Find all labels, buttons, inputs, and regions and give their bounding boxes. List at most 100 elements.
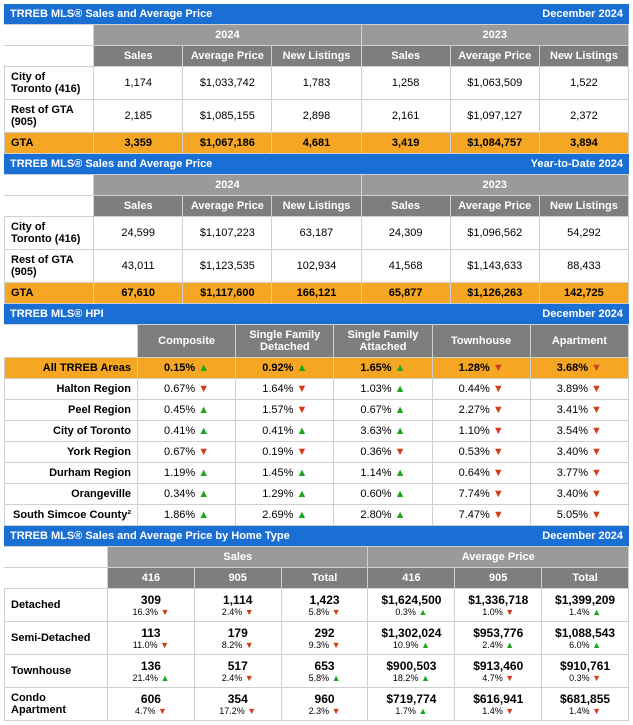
data-cell: 0.67% ▼ bbox=[138, 442, 236, 463]
data-cell: 24,599 bbox=[94, 217, 183, 250]
data-cell: 0.41% ▲ bbox=[236, 421, 334, 442]
col-apartment: Apartment bbox=[530, 325, 628, 358]
group-sales: Sales bbox=[108, 547, 368, 568]
data-cell: 3.41% ▼ bbox=[530, 400, 628, 421]
period-t2: Year-to-Date 2024 bbox=[531, 158, 623, 170]
row-label: Peel Region bbox=[5, 400, 138, 421]
table-row: Orangeville0.34% ▲1.29% ▲0.60% ▲7.74% ▼3… bbox=[5, 484, 629, 505]
data-cell: $1,067,186 bbox=[183, 133, 272, 154]
data-cell: $1,033,742 bbox=[183, 67, 272, 100]
col-new-listings: New Listings bbox=[272, 46, 361, 67]
corner-blank bbox=[5, 25, 94, 46]
row-label: All TRREB Areas bbox=[5, 358, 138, 379]
col-header-row: Sales Average Price New Listings Sales A… bbox=[5, 196, 629, 217]
row-label: Orangeville bbox=[5, 484, 138, 505]
title-bar-t2: TRREB MLS® Sales and Average Price Year-… bbox=[4, 154, 629, 174]
data-cell: $719,7741.7% ▲ bbox=[368, 688, 455, 721]
table-row: City of Toronto (416)1,174$1,033,7421,78… bbox=[5, 67, 629, 100]
col-avg-price: Average Price bbox=[183, 46, 272, 67]
data-cell: $1,117,600 bbox=[183, 283, 272, 304]
row-label: City of Toronto (416) bbox=[5, 217, 94, 250]
data-cell: 30916.3% ▼ bbox=[108, 589, 195, 622]
data-cell: 2,372 bbox=[539, 100, 628, 133]
data-cell: 3.68% ▼ bbox=[530, 358, 628, 379]
data-cell: 1.65% ▲ bbox=[334, 358, 432, 379]
row-label: GTA bbox=[5, 133, 94, 154]
col-townhouse: Townhouse bbox=[432, 325, 530, 358]
data-cell: 2,898 bbox=[272, 100, 361, 133]
row-label: South Simcoe County² bbox=[5, 505, 138, 526]
col-sales: Sales bbox=[361, 46, 450, 67]
table-sales-dec: 2024 2023 Sales Average Price New Listin… bbox=[4, 24, 629, 154]
row-label: GTA bbox=[5, 283, 94, 304]
year-2024: 2024 bbox=[94, 25, 361, 46]
data-cell: 1,783 bbox=[272, 67, 361, 100]
table-sales-ytd: 2024 2023 Sales Average Price New Listin… bbox=[4, 174, 629, 304]
table-hpi: Composite Single Family Detached Single … bbox=[4, 324, 629, 526]
data-cell: 0.44% ▼ bbox=[432, 379, 530, 400]
data-cell: 1.86% ▲ bbox=[138, 505, 236, 526]
data-cell: 7.74% ▼ bbox=[432, 484, 530, 505]
data-cell: $1,085,155 bbox=[183, 100, 272, 133]
data-cell: 0.36% ▼ bbox=[334, 442, 432, 463]
data-cell: 1.10% ▼ bbox=[432, 421, 530, 442]
data-cell: $953,7762.4% ▲ bbox=[455, 622, 542, 655]
data-cell: 0.67% ▲ bbox=[334, 400, 432, 421]
data-cell: $1,097,127 bbox=[450, 100, 539, 133]
table-home-type: Sales Average Price 416 905 Total 416 90… bbox=[4, 546, 629, 721]
data-cell: 3,359 bbox=[94, 133, 183, 154]
row-label: Condo Apartment bbox=[5, 688, 108, 721]
col-416: 416 bbox=[368, 568, 455, 589]
data-cell: 0.34% ▲ bbox=[138, 484, 236, 505]
data-cell: 3.54% ▼ bbox=[530, 421, 628, 442]
corner-blank bbox=[5, 547, 108, 568]
title-t1: TRREB MLS® Sales and Average Price bbox=[10, 8, 212, 20]
data-cell: $1,084,757 bbox=[450, 133, 539, 154]
title-bar-hpi: TRREB MLS® HPI December 2024 bbox=[4, 304, 629, 324]
data-cell: 1.14% ▲ bbox=[334, 463, 432, 484]
table-row: Semi-Detached11311.0% ▼1798.2% ▼2929.3% … bbox=[5, 622, 629, 655]
period-ht: December 2024 bbox=[542, 530, 623, 542]
col-header-row: 416 905 Total 416 905 Total bbox=[5, 568, 629, 589]
data-cell: 1.45% ▲ bbox=[236, 463, 334, 484]
table-row: GTA67,610$1,117,600166,12165,877$1,126,2… bbox=[5, 283, 629, 304]
data-cell: $616,9411.4% ▼ bbox=[455, 688, 542, 721]
corner-blank bbox=[5, 196, 94, 217]
col-avg-price: Average Price bbox=[183, 196, 272, 217]
data-cell: 67,610 bbox=[94, 283, 183, 304]
col-sf-attached: Single Family Attached bbox=[334, 325, 432, 358]
col-sf-detached: Single Family Detached bbox=[236, 325, 334, 358]
col-header-row: Sales Average Price New Listings Sales A… bbox=[5, 46, 629, 67]
col-sales: Sales bbox=[94, 46, 183, 67]
table-row: Townhouse13621.4% ▲5172.4% ▼6535.8% ▲$90… bbox=[5, 655, 629, 688]
data-cell: $1,063,509 bbox=[450, 67, 539, 100]
row-label: Detached bbox=[5, 589, 108, 622]
col-sales: Sales bbox=[361, 196, 450, 217]
data-cell: 35417.2% ▼ bbox=[194, 688, 281, 721]
data-cell: $1,088,5436.0% ▲ bbox=[542, 622, 629, 655]
data-cell: 2.80% ▲ bbox=[334, 505, 432, 526]
data-cell: 24,309 bbox=[361, 217, 450, 250]
data-cell: $1,107,223 bbox=[183, 217, 272, 250]
row-label: Semi-Detached bbox=[5, 622, 108, 655]
table-row: All TRREB Areas0.15% ▲0.92% ▲1.65% ▲1.28… bbox=[5, 358, 629, 379]
data-cell: $1,624,5000.3% ▲ bbox=[368, 589, 455, 622]
data-cell: 2,161 bbox=[361, 100, 450, 133]
row-label: Townhouse bbox=[5, 655, 108, 688]
data-cell: 2.27% ▼ bbox=[432, 400, 530, 421]
year-2023: 2023 bbox=[361, 175, 628, 196]
data-cell: 5172.4% ▼ bbox=[194, 655, 281, 688]
table-row: Durham Region1.19% ▲1.45% ▲1.14% ▲0.64% … bbox=[5, 463, 629, 484]
data-cell: 1.28% ▼ bbox=[432, 358, 530, 379]
data-cell: $900,50318.2% ▲ bbox=[368, 655, 455, 688]
data-cell: 0.53% ▼ bbox=[432, 442, 530, 463]
table-row: GTA3,359$1,067,1864,6813,419$1,084,7573,… bbox=[5, 133, 629, 154]
table-row: Rest of GTA (905)43,011$1,123,535102,934… bbox=[5, 250, 629, 283]
data-cell: 6535.8% ▲ bbox=[281, 655, 368, 688]
data-cell: 65,877 bbox=[361, 283, 450, 304]
corner-blank bbox=[5, 325, 138, 358]
table-row: York Region0.67% ▼0.19% ▼0.36% ▼0.53% ▼3… bbox=[5, 442, 629, 463]
data-cell: 0.64% ▼ bbox=[432, 463, 530, 484]
year-header-row: 2024 2023 bbox=[5, 25, 629, 46]
data-cell: 1.64% ▼ bbox=[236, 379, 334, 400]
